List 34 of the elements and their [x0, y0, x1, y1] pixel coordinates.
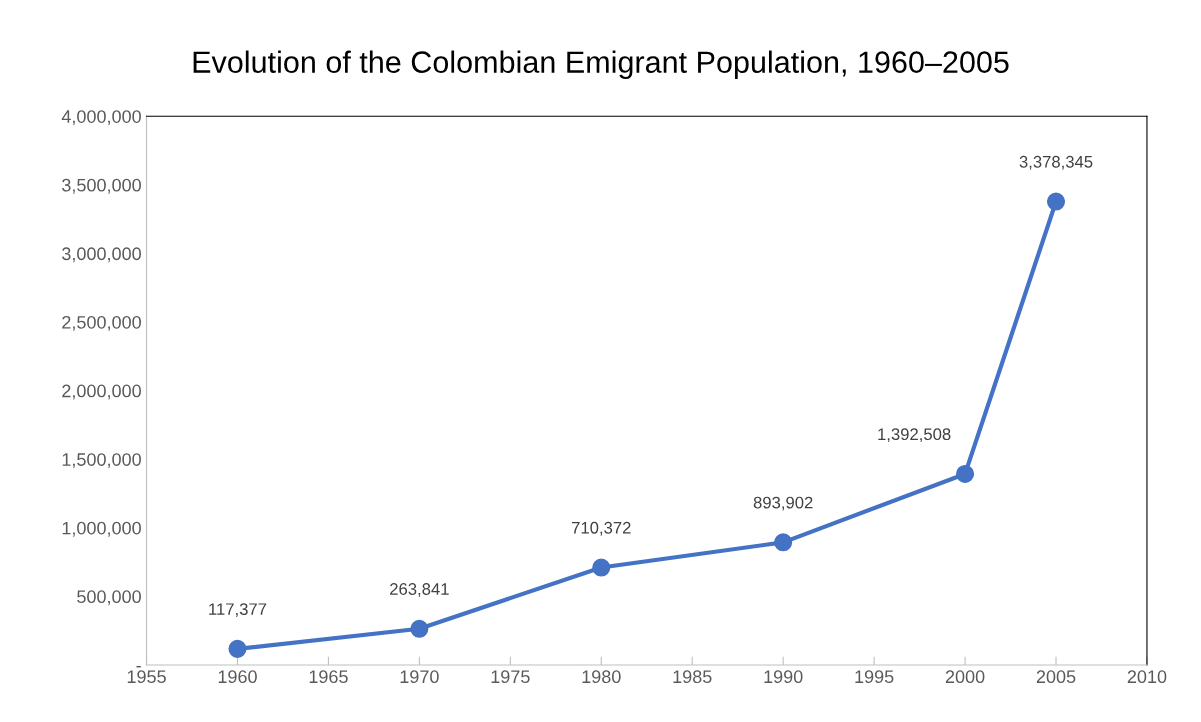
x-tick-label: 1985: [673, 670, 712, 684]
data-label: 3,378,345: [1019, 155, 1093, 170]
data-label: 893,902: [753, 496, 813, 511]
x-tick-label: 2010: [1127, 670, 1167, 684]
y-tick-label: 3,000,000: [62, 247, 141, 263]
x-tick-label: 1960: [218, 670, 257, 684]
y-tick-label: 4,000,000: [61, 110, 141, 126]
x-tick-label: 2005: [1036, 670, 1076, 684]
point: [774, 533, 793, 552]
point: [410, 619, 429, 638]
y-tick-label: 3,500,000: [62, 178, 141, 194]
x-tick-label: 1965: [309, 670, 348, 684]
x-tick-label: 1955: [127, 670, 166, 684]
y-tick-label: 500,000: [77, 590, 141, 606]
y-tick-label: 2,000,000: [62, 384, 141, 400]
x-tick-label: 1990: [764, 670, 803, 684]
x-tick-label: 1975: [491, 670, 530, 684]
x-tick-label: 2000: [945, 670, 985, 684]
point: [956, 464, 975, 483]
y-tick-label: 1,000,000: [62, 521, 141, 537]
x-tick-label: 1970: [400, 670, 439, 684]
x-tick-label: 1995: [855, 670, 894, 684]
point: [1046, 192, 1066, 211]
x-tick-label: 1980: [582, 670, 621, 684]
y-tick-label: 2,500,000: [62, 315, 141, 331]
point: [592, 558, 611, 577]
data-label: 710,372: [572, 521, 631, 536]
point: [228, 639, 247, 658]
y-tick-label: -: [136, 666, 141, 668]
data-label: 1,392,508: [878, 428, 951, 443]
chart-title: Evolution of the Colombian Emigrant Population, 1960–2005: [193, 50, 1009, 80]
y-tick-label: 1,500,000: [62, 453, 141, 469]
data-label: 263,841: [390, 583, 449, 597]
data-label: 117,377: [209, 603, 267, 617]
